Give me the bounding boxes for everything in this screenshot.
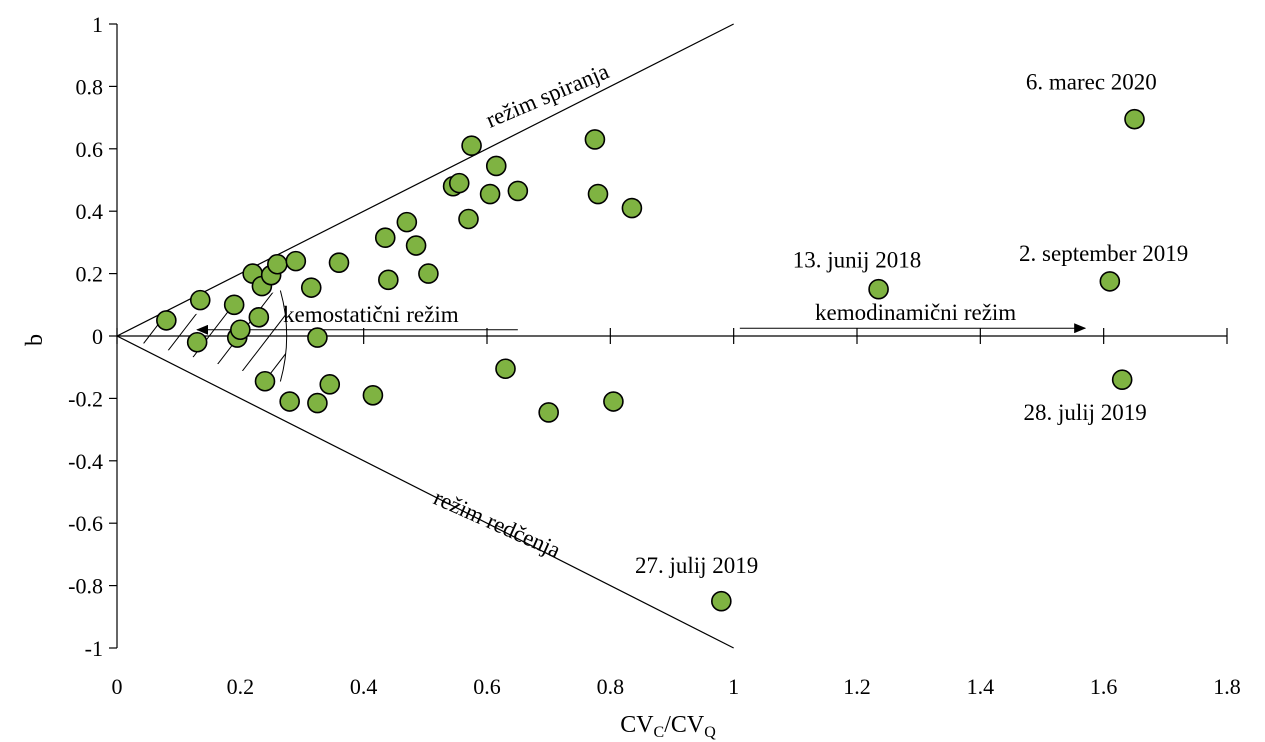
x-axis-title-sub2: Q [704, 724, 716, 741]
data-point [587, 183, 609, 205]
data-point [189, 289, 211, 311]
y-tick-label: -0.2 [68, 386, 103, 411]
regime-arrows [196, 323, 1087, 335]
data-point [538, 402, 559, 423]
x-tick-label: 1.2 [843, 674, 871, 699]
data-point [405, 235, 427, 256]
y-tick-label: 0.2 [76, 262, 104, 287]
data-point [1099, 271, 1121, 292]
x-tick-label: 0.6 [473, 674, 501, 699]
hatch-line [117, 290, 287, 382]
data-point [1124, 108, 1145, 130]
x-tick-label: 0 [112, 674, 123, 699]
y-tick-label: -0.4 [68, 449, 103, 474]
data-point [418, 263, 439, 284]
y-tick-label: 0.8 [76, 74, 104, 99]
data-point [396, 211, 418, 233]
data-point [584, 129, 606, 150]
data-point [868, 278, 889, 300]
data-point [495, 358, 516, 380]
date-annotation: 13. junij 2018 [793, 247, 921, 272]
hatch-line [117, 290, 287, 382]
dilution-regime-label: režim redčenja [430, 485, 564, 563]
data-point [448, 172, 470, 194]
x-tick-label: 0.4 [350, 674, 378, 699]
data-point [603, 391, 624, 412]
chemostatic-regime-label: kemostatični režim [283, 302, 459, 327]
flushing-boundary-line [116, 23, 734, 337]
data-points [156, 108, 1145, 612]
y-tick-label: 0.6 [76, 137, 104, 162]
data-point [319, 374, 341, 395]
x-axis-title-mid: /CV [664, 712, 705, 738]
x-axis-title-cv1: CV [620, 712, 654, 738]
x-tick-label: 1.8 [1213, 674, 1241, 699]
data-point [328, 252, 350, 273]
y-tick-label: -0.6 [68, 511, 103, 536]
data-point [307, 327, 328, 348]
date-annotation: 27. julij 2019 [635, 553, 758, 578]
data-point [254, 370, 276, 392]
data-point [230, 319, 251, 341]
data-point [374, 227, 396, 249]
hatch-line [176, 290, 287, 382]
x-tick-label: 1 [728, 674, 739, 699]
data-point [479, 183, 501, 205]
x-tick-label: 1.6 [1090, 674, 1118, 699]
y-tick-label: -1 [85, 636, 103, 661]
x-axis-title-sub1: C [654, 724, 665, 741]
data-point [711, 590, 732, 612]
data-point [186, 331, 208, 353]
date-annotation: 6. marec 2020 [1026, 70, 1157, 95]
x-tick-label: 0.2 [227, 674, 255, 699]
y-tick-label: 0 [92, 324, 103, 349]
date-annotation: 2. september 2019 [1019, 241, 1188, 266]
data-point [300, 277, 322, 298]
data-point [279, 391, 300, 412]
data-point [485, 155, 507, 177]
data-point [621, 197, 643, 219]
data-point [458, 208, 479, 230]
hatch-line [117, 290, 258, 382]
data-point [156, 310, 177, 331]
x-tick-label: 0.8 [597, 674, 625, 699]
data-point [362, 384, 384, 406]
data-point [1111, 369, 1133, 390]
y-tick-label: 1 [92, 12, 103, 37]
axes: -1 -0.8 -0.6 -0.4 -0.2 0 0.2 0.4 0.6 0.8 1 0 0.2 0.4 0… [68, 12, 1241, 699]
date-annotations: 6. marec 2020 13. junij 2018 2. september … [635, 70, 1188, 579]
y-tick-label: -0.8 [68, 574, 103, 599]
data-point [285, 250, 307, 272]
data-point [461, 135, 482, 156]
date-annotation: 28. julij 2019 [1024, 400, 1147, 425]
data-point [507, 180, 529, 202]
data-point [307, 392, 328, 414]
chemodynamic-regime-label: kemodinamični režim [815, 300, 1016, 325]
hatch-line [117, 290, 228, 382]
regime-boundaries [116, 23, 734, 649]
y-tick-label: 0.4 [76, 199, 104, 224]
data-point [267, 253, 288, 275]
data-point [223, 294, 245, 316]
x-axis-title: CVC/CVQ [620, 712, 716, 741]
y-axis-title: b [22, 334, 48, 346]
x-tick-label: 1.4 [967, 674, 995, 699]
hatch-line [117, 290, 168, 382]
dilution-boundary-line [116, 335, 734, 649]
data-point [378, 269, 399, 291]
data-point [248, 306, 270, 328]
